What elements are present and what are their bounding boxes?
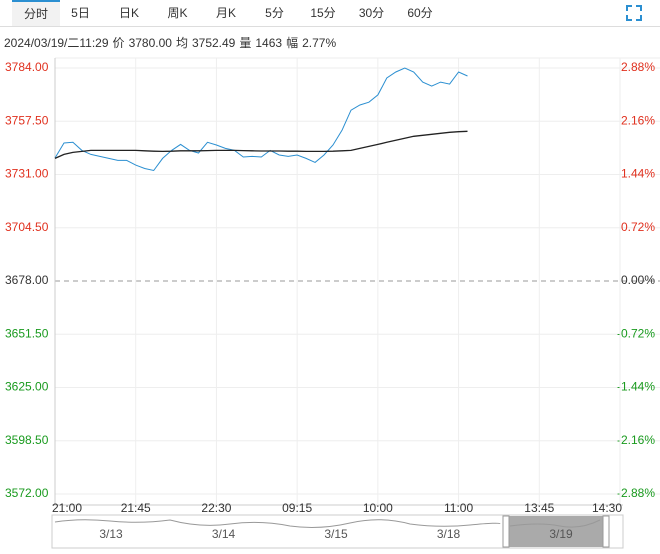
y-tick-label: 3572.00: [5, 486, 49, 500]
y2-tick-label: 1.44%: [621, 167, 655, 181]
y2-tick-label: 2.88%: [621, 60, 655, 74]
fullscreen-icon[interactable]: [625, 4, 643, 22]
info-label: 均: [175, 36, 188, 50]
navigator-date: 3/15: [324, 527, 348, 541]
tab[interactable]: 月K: [215, 6, 236, 20]
tab[interactable]: 周K: [167, 6, 188, 20]
y-tick-label: 3598.50: [5, 433, 49, 447]
info-value: 3752.49: [191, 36, 236, 50]
y-tick-label: 3625.00: [5, 380, 49, 394]
x-tick-label: 21:45: [121, 501, 151, 515]
info-value: 1463: [255, 36, 283, 50]
tab-bar: 分时 5日 日K 周K 月K 5分 15分 30分 60分: [0, 0, 660, 27]
navigator-date: 3/18: [437, 527, 461, 541]
y-tick-label: 3678.00: [5, 273, 49, 287]
tab[interactable]: 60分: [407, 6, 433, 20]
tab[interactable]: 分时: [12, 0, 60, 26]
info-line: 2024/03/19/二11:29 价 3780.00 均 3752.49 量 1463 幅 2…: [4, 34, 340, 51]
x-tick-label: 22:30: [201, 501, 231, 515]
y2-tick-label: -2.16%: [617, 433, 655, 447]
y-tick-label: 3731.00: [5, 167, 49, 181]
y2-tick-label: 0.72%: [621, 220, 655, 234]
tab[interactable]: 日K: [118, 6, 139, 20]
y2-tick-label: -0.72%: [617, 326, 655, 340]
y-tick-label: 3704.50: [5, 220, 49, 234]
info-label: 幅: [286, 36, 299, 50]
info-time: 2024/03/19/二11:29: [4, 36, 109, 50]
navigator-selection[interactable]: [508, 516, 608, 547]
x-tick-label: 10:00: [363, 501, 393, 515]
y2-tick-label: 0.00%: [621, 273, 655, 287]
navigator-date: 3/14: [212, 527, 236, 541]
y-tick-label: 3757.50: [5, 113, 49, 127]
navigator-handle[interactable]: [602, 515, 610, 548]
tab[interactable]: 5日: [71, 6, 90, 20]
price-line: [54, 67, 468, 172]
y2-tick-label: 2.16%: [621, 113, 655, 127]
y-tick-label: 3784.00: [5, 60, 49, 74]
tab[interactable]: 5分: [265, 6, 284, 20]
tab[interactable]: 30分: [358, 6, 385, 20]
navigator-line: [54, 519, 601, 528]
navigator-handle[interactable]: [502, 515, 510, 548]
navigator-date: 3/19: [549, 527, 573, 541]
x-tick-label: 21:00: [52, 501, 82, 515]
x-tick-label: 14:30: [592, 501, 622, 515]
navigator-date: 3/13: [99, 527, 123, 541]
info-value: 3780.00: [128, 36, 172, 50]
y2-tick-label: -2.88%: [617, 486, 655, 500]
x-tick-label: 11:00: [444, 501, 473, 515]
info-label: 量: [239, 36, 252, 50]
y-tick-label: 3651.50: [5, 326, 49, 340]
x-tick-label: 13:45: [524, 501, 554, 515]
x-tick-label: 09:15: [282, 501, 312, 515]
tab[interactable]: 15分: [310, 6, 336, 20]
info-value: 2.77%: [302, 36, 337, 50]
info-label: 价: [112, 36, 125, 50]
price-line: [54, 130, 468, 159]
y2-tick-label: -1.44%: [617, 380, 655, 394]
